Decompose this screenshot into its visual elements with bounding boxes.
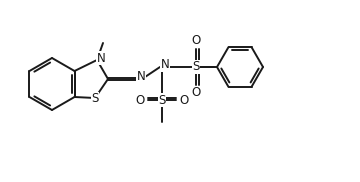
Text: N: N xyxy=(96,52,105,64)
Text: S: S xyxy=(91,92,99,106)
Text: O: O xyxy=(135,94,145,106)
Text: O: O xyxy=(192,35,201,48)
Text: O: O xyxy=(179,94,189,106)
Text: N: N xyxy=(137,70,145,84)
Text: O: O xyxy=(192,86,201,100)
Text: S: S xyxy=(158,94,166,106)
Text: N: N xyxy=(161,58,169,72)
Text: S: S xyxy=(192,60,200,74)
